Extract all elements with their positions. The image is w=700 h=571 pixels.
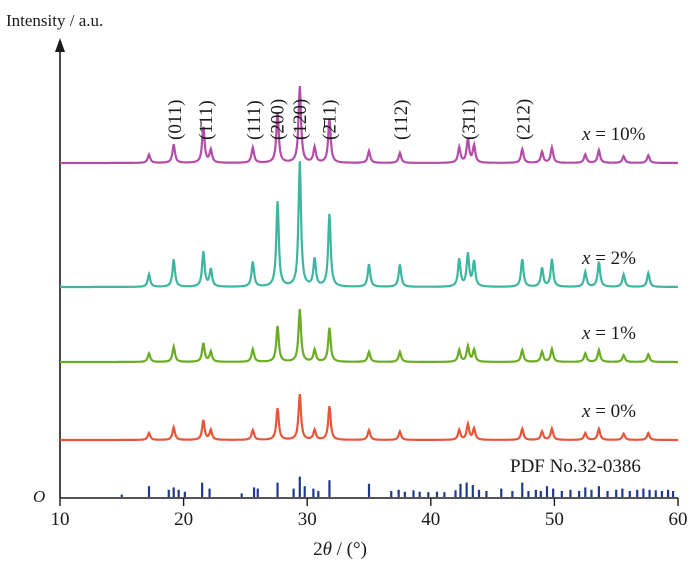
x-tick-label: 30 bbox=[298, 509, 317, 530]
hkl-label: (112) bbox=[391, 100, 412, 140]
x-tick-label: 20 bbox=[174, 509, 193, 530]
series-label: x = 10% bbox=[581, 124, 646, 145]
hkl-labels: (011) (1̄11) (111) (200) (120) (2̄11) (112) (3̄… bbox=[165, 99, 535, 140]
x-axis-label: 2θ / (°) bbox=[313, 539, 367, 560]
hkl-label: (3̄11) bbox=[459, 100, 480, 140]
hkl-label: (200) bbox=[268, 99, 289, 140]
y-axis-label: Intensity / a.u. bbox=[6, 11, 103, 30]
hkl-label: (1̄11) bbox=[196, 100, 217, 140]
series-line bbox=[60, 161, 678, 289]
hkl-label: (212) bbox=[514, 99, 535, 140]
hkl-label: (011) bbox=[165, 100, 186, 140]
series-line bbox=[60, 85, 678, 165]
reference-pattern bbox=[120, 476, 675, 497]
origin-label: O bbox=[33, 487, 45, 506]
series-group: x = 10% x = 2% x = 1% x = 0% bbox=[60, 85, 678, 442]
series-label: x = 1% bbox=[581, 323, 636, 344]
hkl-label: (111) bbox=[244, 100, 265, 140]
x-axis-ticks: 10 20 30 40 50 60 bbox=[51, 498, 688, 530]
x-tick-label: 40 bbox=[421, 509, 440, 530]
series-line bbox=[60, 394, 678, 442]
x-tick-label: 10 bbox=[51, 509, 70, 530]
x-tick-label: 50 bbox=[545, 509, 564, 530]
series-label: x = 0% bbox=[581, 401, 636, 422]
hkl-label: (2̄11) bbox=[319, 100, 340, 140]
series-line bbox=[60, 308, 678, 364]
series-label: x = 2% bbox=[581, 248, 636, 269]
reference-label: PDF No.32-0386 bbox=[510, 456, 641, 477]
x-tick-label: 60 bbox=[669, 509, 688, 530]
hkl-label: (120) bbox=[290, 99, 311, 140]
y-axis-arrow-icon bbox=[55, 38, 65, 52]
